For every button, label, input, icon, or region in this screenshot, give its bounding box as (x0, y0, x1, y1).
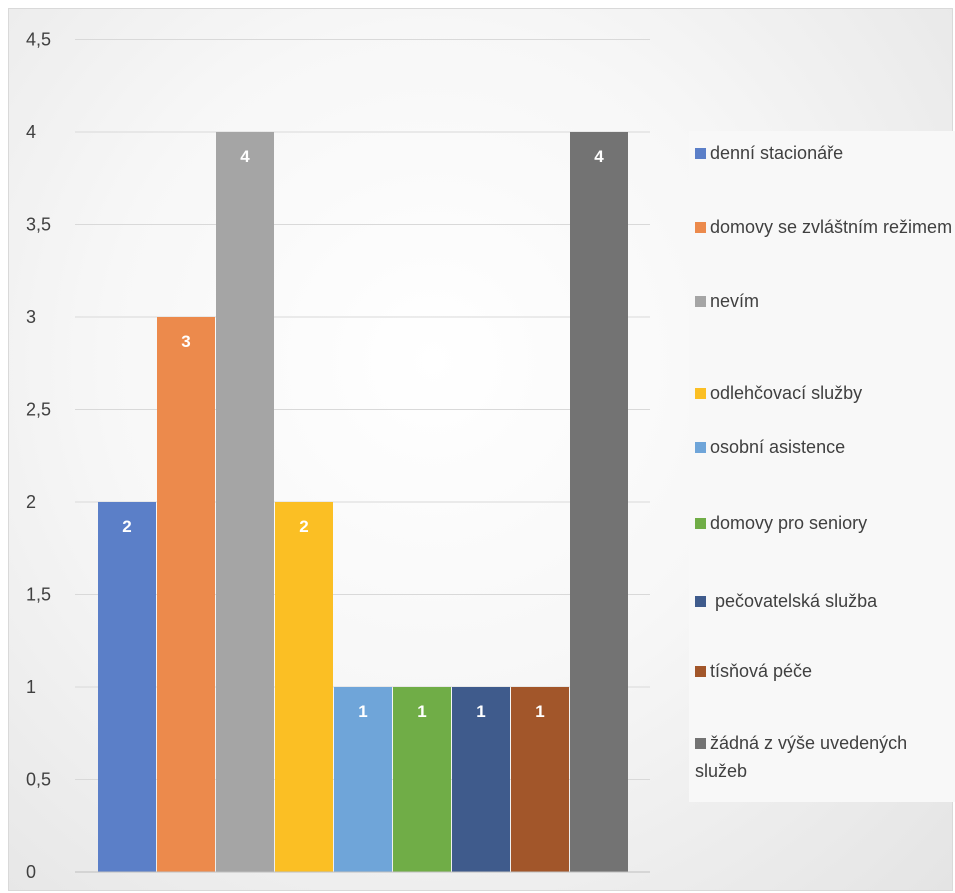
data-label: 4 (594, 147, 604, 166)
legend-label: odlehčovací služby (710, 383, 863, 403)
data-labels: 2 3 4 2 1 1 1 1 4 (122, 147, 604, 721)
legend-entry: denní stacionáře (695, 139, 955, 167)
legend-entry: domovy se zvláštním režimem (695, 213, 955, 241)
legend-swatch (695, 296, 706, 307)
y-axis-tick-labels: 0 0,5 1 1,5 2 2,5 3 3,5 4 4,5 (26, 30, 51, 883)
data-label: 1 (417, 702, 426, 721)
y-tick-label: 1,5 (26, 585, 51, 605)
bar (98, 502, 156, 872)
legend-label: domovy se zvláštním režimem (710, 217, 953, 237)
data-label: 1 (358, 702, 367, 721)
legend-label: osobní asistence (710, 437, 846, 457)
data-label: 4 (240, 147, 250, 166)
legend-entry: pečovatelská služba (695, 587, 955, 615)
data-label: 1 (535, 702, 544, 721)
y-tick-label: 3 (26, 307, 36, 327)
chart-area: 0 0,5 1 1,5 2 2,5 3 3,5 4 4,5 2 3 4 2 1 1 1 1 4 denní sta… (8, 8, 955, 891)
legend-entry: tísňová péče (695, 657, 955, 685)
data-label: 2 (299, 517, 308, 536)
bar (216, 132, 274, 872)
y-tick-label: 1 (26, 677, 36, 697)
legend-swatch (695, 518, 706, 529)
legend-swatch (695, 666, 706, 677)
legend-swatch (695, 738, 706, 749)
plot-area: 0 0,5 1 1,5 2 2,5 3 3,5 4 4,5 2 3 4 2 1 1 1 1 4 (26, 30, 650, 883)
legend-swatch (695, 388, 706, 399)
data-label: 3 (181, 332, 190, 351)
legend-swatch (695, 442, 706, 453)
y-tick-label: 2 (26, 492, 36, 512)
legend-label: žádná z výše uvedených služeb (695, 733, 913, 781)
legend-swatch (695, 222, 706, 233)
legend: denní stacionáře domovy se zvláštním reži… (689, 131, 955, 802)
legend-entry: domovy pro seniory (695, 509, 955, 537)
data-label: 1 (476, 702, 485, 721)
legend-swatch (695, 596, 706, 607)
legend-swatch (695, 148, 706, 159)
bar (157, 317, 215, 872)
bar (334, 687, 392, 872)
y-tick-label: 2,5 (26, 400, 51, 420)
y-tick-label: 4 (26, 122, 36, 142)
bar (570, 132, 628, 872)
legend-label: nevím (710, 291, 760, 311)
legend-entry: odlehčovací služby (695, 379, 955, 407)
legend-label: tísňová péče (710, 661, 813, 681)
legend-label: denní stacionáře (710, 143, 844, 163)
y-tick-label: 4,5 (26, 30, 51, 50)
legend-entry: žádná z výše uvedených služeb (695, 729, 955, 785)
legend-entry: osobní asistence (695, 433, 955, 461)
bar (393, 687, 451, 872)
legend-entry: nevím (695, 287, 955, 315)
y-tick-label: 3,5 (26, 215, 51, 235)
bar (275, 502, 333, 872)
data-label: 2 (122, 517, 131, 536)
legend-label: pečovatelská služba (710, 591, 878, 611)
y-tick-label: 0,5 (26, 770, 51, 790)
y-tick-label: 0 (26, 862, 36, 882)
bars (98, 132, 628, 872)
bar (452, 687, 510, 872)
bar (511, 687, 569, 872)
legend-label: domovy pro seniory (710, 513, 868, 533)
